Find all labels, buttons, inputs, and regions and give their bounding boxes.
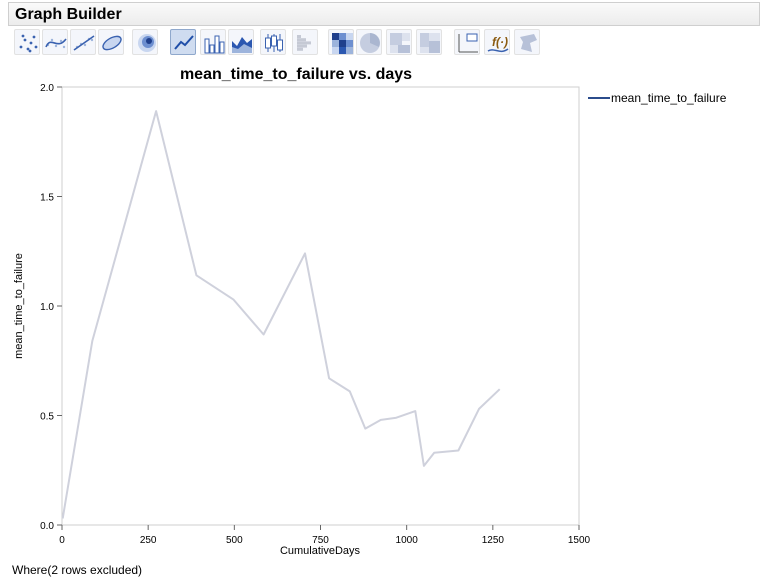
x-tick-label: 750 bbox=[312, 535, 329, 546]
x-tick-label: 250 bbox=[140, 535, 157, 546]
box-plot-icon bbox=[265, 34, 283, 52]
legend-label: mean_time_to_failure bbox=[611, 91, 727, 105]
line-element-button[interactable] bbox=[170, 29, 196, 55]
scatter-points-icon bbox=[19, 34, 38, 53]
plot-frame bbox=[61, 86, 580, 526]
y-axis-label: mean_time_to_failure bbox=[13, 253, 25, 359]
ellipse-element-button[interactable] bbox=[98, 29, 124, 55]
x-tick-label: 1000 bbox=[396, 535, 419, 546]
y-axis: 0.0 0.5 1.0 1.5 2.0 bbox=[40, 83, 62, 532]
line-of-fit-element-button[interactable] bbox=[70, 29, 96, 55]
chart-area: mean_time_to_failure vs. days 0.0 0.5 1.0 1… bbox=[0, 60, 762, 560]
heatmap-element-button[interactable] bbox=[328, 29, 354, 55]
x-tick-label: 0 bbox=[59, 535, 65, 546]
contour-icon bbox=[138, 34, 156, 52]
histogram-icon bbox=[297, 35, 311, 51]
where-filter-text: Where(2 rows excluded) bbox=[12, 563, 143, 577]
smoother-element-button[interactable] bbox=[42, 29, 68, 55]
points-element-button[interactable] bbox=[14, 29, 40, 55]
caption-box-icon bbox=[458, 33, 478, 53]
y-tick-label: 0.0 bbox=[40, 521, 54, 532]
chart: mean_time_to_failure vs. days 0.0 0.5 1.0 1… bbox=[13, 66, 727, 557]
map-shapes-icon bbox=[520, 34, 537, 52]
smoother-icon bbox=[45, 38, 67, 49]
mosaic-element-button[interactable] bbox=[416, 29, 442, 55]
caption-box-element-button[interactable] bbox=[454, 29, 480, 55]
line-chart-icon bbox=[174, 35, 194, 50]
series-group bbox=[61, 110, 501, 519]
area-element-button[interactable] bbox=[228, 29, 254, 55]
y-tick-label: 2.0 bbox=[40, 83, 54, 94]
bar-element-button[interactable] bbox=[200, 29, 226, 55]
treemap-element-button[interactable] bbox=[386, 29, 412, 55]
line-of-fit-icon bbox=[73, 35, 95, 51]
legend[interactable]: mean_time_to_failure bbox=[588, 91, 727, 105]
x-axis-label: CumulativeDays bbox=[280, 545, 361, 557]
x-tick-label: 500 bbox=[226, 535, 243, 546]
x-tick-label: 1250 bbox=[482, 535, 505, 546]
treemap-icon bbox=[390, 33, 410, 53]
area-chart-icon bbox=[232, 37, 252, 53]
svg-text:f(·): f(·) bbox=[492, 35, 508, 49]
ellipse-icon bbox=[102, 35, 122, 51]
y-tick-label: 1.0 bbox=[40, 302, 54, 313]
formula-element-button[interactable]: f(·) bbox=[484, 29, 510, 55]
x-axis: 0 250 500 750 1000 1250 1500 bbox=[59, 525, 591, 546]
pie-chart-icon bbox=[360, 33, 380, 53]
mosaic-icon bbox=[420, 33, 440, 53]
chart-title: mean_time_to_failure vs. days bbox=[180, 66, 412, 83]
heatmap-icon bbox=[332, 33, 353, 54]
window-title: Graph Builder bbox=[15, 6, 122, 23]
y-tick-label: 1.5 bbox=[40, 193, 54, 204]
map-shapes-element-button[interactable] bbox=[514, 29, 540, 55]
y-tick-label: 0.5 bbox=[40, 412, 54, 423]
contour-element-button[interactable] bbox=[132, 29, 158, 55]
pie-element-button[interactable] bbox=[356, 29, 382, 55]
formula-icon: f(·) bbox=[487, 35, 509, 53]
bar-chart-icon bbox=[204, 35, 225, 54]
series-line-mean-time-to-failure[interactable] bbox=[61, 110, 501, 519]
x-tick-label: 1500 bbox=[568, 535, 591, 546]
graph-builder-title-bar: Graph Builder bbox=[8, 2, 760, 26]
histogram-element-button[interactable] bbox=[292, 29, 318, 55]
box-plot-element-button[interactable] bbox=[260, 29, 286, 55]
